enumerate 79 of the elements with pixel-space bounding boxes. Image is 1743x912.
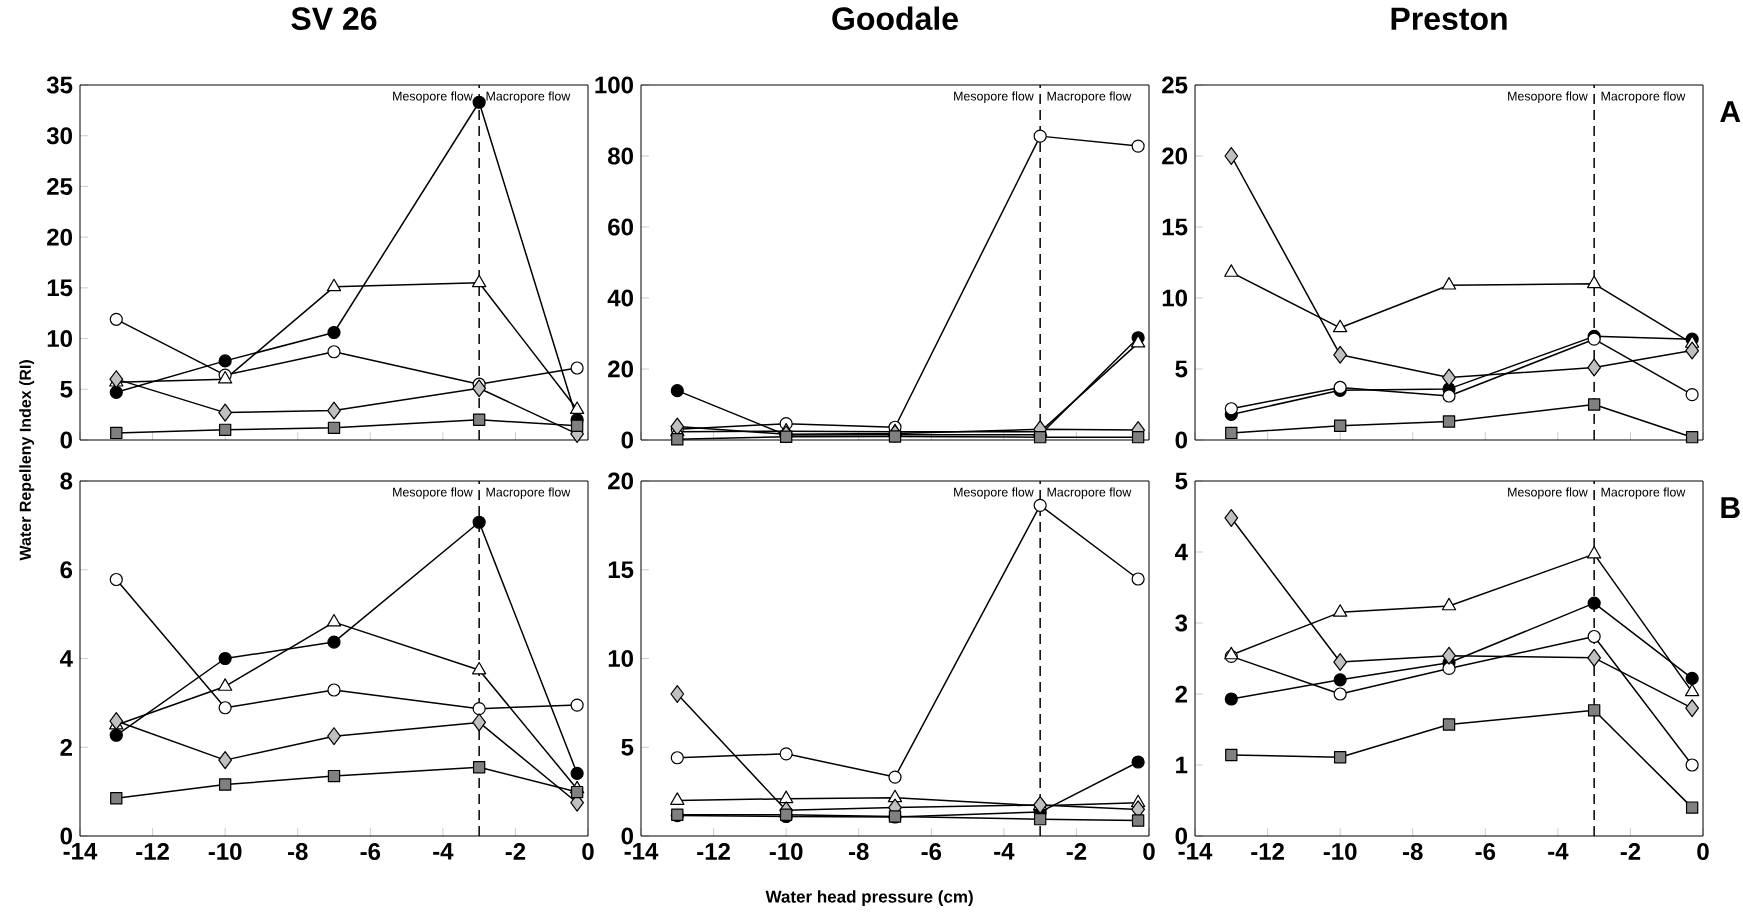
- y-tick-label: 0: [60, 431, 72, 449]
- annotation: Mesopore flow: [954, 91, 1034, 103]
- x-tick-label: -2: [1066, 843, 1087, 860]
- x-tick-label: -10: [1323, 843, 1357, 861]
- y-tick-label: 5: [1175, 360, 1188, 378]
- y-tick-label: 40: [607, 289, 633, 307]
- annotation: Mesopore flow: [393, 91, 473, 103]
- x-tick-label: -8: [1403, 843, 1423, 861]
- x-tick-label: -12: [1251, 843, 1284, 860]
- y-tick-label: 10: [47, 330, 72, 348]
- y-tick-label: 35: [46, 76, 73, 94]
- y-tick-label: 10: [1162, 289, 1187, 307]
- y-tick-label: 5: [60, 380, 73, 398]
- y-tick-label: 20: [47, 228, 72, 246]
- x-tick-label: -6: [921, 843, 942, 861]
- annotation: Mesopore flow: [1508, 487, 1588, 499]
- x-tick-label: -12: [136, 843, 169, 860]
- x-tick-label: -6: [1475, 843, 1496, 861]
- annotation: Mesopore flow: [954, 487, 1034, 499]
- annotation: Macropore flow: [1601, 487, 1686, 499]
- chart-title: Goodale: [832, 6, 958, 31]
- x-tick-label: -4: [994, 843, 1015, 860]
- y-tick-label: 25: [1162, 76, 1188, 94]
- y-tick-label: 5: [621, 738, 634, 756]
- y-tick-label: 0: [1175, 827, 1187, 845]
- x-tick-label: -2: [1620, 843, 1641, 860]
- annotation: Macropore flow: [1601, 91, 1686, 103]
- y-tick-label: 2: [1175, 685, 1187, 703]
- x-tick-label: -4: [1548, 843, 1569, 860]
- annotation: Mesopore flow: [393, 487, 473, 499]
- y-tick-label: 60: [608, 218, 633, 236]
- chart-title: SV 26: [291, 7, 377, 31]
- x-tick-label: -8: [848, 843, 869, 861]
- y-tick-label: 15: [1162, 218, 1188, 236]
- x-tick-label: -10: [208, 843, 242, 861]
- y-tick-label: 4: [1175, 543, 1188, 561]
- y-tick-label: 3: [1175, 614, 1188, 632]
- y-tick-label: 80: [608, 147, 633, 165]
- y-tick-label: 8: [60, 472, 73, 490]
- annotation: Macropore flow: [486, 91, 571, 103]
- x-tick-label: -14: [63, 843, 98, 860]
- y-tick-label: 0: [1175, 431, 1187, 449]
- text: B: [1721, 497, 1740, 518]
- y-tick-label: 15: [47, 279, 73, 297]
- y-tick-label: 20: [1162, 147, 1187, 165]
- x-tick-label: 0: [1697, 843, 1709, 861]
- x-tick-label: 0: [582, 843, 594, 861]
- x-tick-label: -14: [624, 843, 659, 860]
- x-tick-label: -12: [697, 843, 730, 860]
- x-tick-label: -10: [769, 843, 803, 861]
- y-tick-label: 15: [608, 561, 634, 579]
- annotation: Macropore flow: [1047, 91, 1132, 103]
- x-tick-label: -6: [360, 843, 381, 861]
- x-tick-label: -2: [505, 843, 526, 860]
- y-tick-label: 0: [621, 431, 633, 449]
- text: A: [1720, 101, 1741, 122]
- x-tick-label: -8: [287, 843, 308, 861]
- y-tick-label: 10: [608, 650, 633, 668]
- annotation: Macropore flow: [486, 487, 571, 499]
- y-tick-label: 5: [1175, 472, 1188, 490]
- annotation: Mesopore flow: [1508, 91, 1588, 103]
- y-tick-label: 0: [621, 827, 633, 845]
- y-tick-label: 30: [46, 127, 72, 145]
- x-tick-label: -4: [433, 843, 454, 860]
- y-tick-label: 0: [60, 827, 72, 845]
- y-tick-label: 20: [608, 472, 633, 490]
- y-tick-label: 1: [1176, 756, 1188, 774]
- y-axis-title: Water Repelleny Index (RI): [19, 360, 35, 561]
- annotation: Macropore flow: [1047, 487, 1132, 499]
- y-tick-label: 2: [60, 738, 72, 756]
- x-tick-label: 0: [1143, 843, 1155, 861]
- y-tick-label: 25: [47, 177, 73, 195]
- chart-title: Preston: [1391, 7, 1507, 30]
- x-tick-label: -14: [1178, 843, 1213, 860]
- y-tick-label: 100: [595, 76, 633, 94]
- y-tick-label: 6: [60, 561, 73, 579]
- y-tick-label: 20: [608, 360, 633, 378]
- x-axis-title: Water head pressure (cm): [765, 890, 973, 907]
- y-tick-label: 4: [59, 650, 73, 667]
